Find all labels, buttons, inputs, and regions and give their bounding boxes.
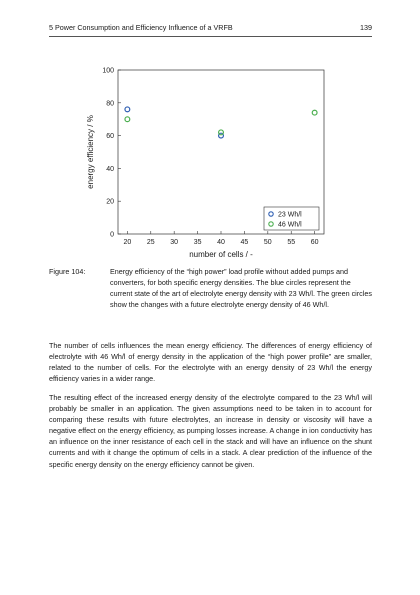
x-tick-label: 45 [241, 239, 249, 246]
x-tick-label: 60 [311, 239, 319, 246]
legend-marker-23-wh-l [268, 211, 274, 217]
x-tick-label: 20 [123, 239, 131, 246]
x-tick-label: 40 [217, 239, 225, 246]
chart-svg: 20 25 30 35 40 45 50 55 60 0 20 40 60 80 100 number o… [86, 68, 325, 259]
y-tick-label: 80 [106, 100, 114, 107]
data-point-series-2 [311, 109, 318, 116]
page-header: 5 Power Consumption and Efficiency Influ… [49, 23, 372, 35]
x-tick-label: 25 [147, 239, 155, 246]
x-tick-label: 55 [287, 239, 295, 246]
y-tick-label: 100 [102, 68, 114, 75]
body-paragraph-1: The number of cells influences the mean … [49, 341, 372, 384]
energy-efficiency-chart: 20 25 30 35 40 45 50 55 60 0 20 40 60 80 100 number o… [82, 62, 342, 262]
x-tick-label: 30 [170, 239, 178, 246]
legend-marker-46-wh-l [268, 221, 274, 227]
data-point-series-2 [124, 116, 131, 123]
data-point-series-1 [218, 132, 225, 139]
y-tick-label: 60 [106, 133, 114, 140]
data-point-series-1 [124, 106, 131, 113]
chart-legend: 23 Wh/l 46 Wh/l [263, 206, 320, 231]
y-tick-label: 0 [110, 232, 114, 239]
y-tick-label: 40 [106, 166, 114, 173]
y-axis-ticks: 0 20 40 60 80 100 [102, 68, 121, 239]
page-number: 139 [360, 23, 372, 32]
x-tick-label: 35 [194, 239, 202, 246]
figure-caption-text: Energy efficiency of the “high power” lo… [110, 267, 372, 309]
x-axis-label: number of cells / - [189, 250, 253, 259]
legend-box [263, 206, 320, 231]
body-paragraph-2: The resulting effect of the increased en… [49, 393, 372, 469]
y-tick-label: 20 [106, 199, 114, 206]
data-points [124, 106, 318, 139]
legend-label-46-wh-l: 46 Wh/l [278, 222, 302, 229]
x-tick-label: 50 [264, 239, 272, 246]
running-title: 5 Power Consumption and Efficiency Influ… [49, 23, 233, 32]
figure-label: Figure 104: [49, 267, 86, 276]
figure-caption: Figure 104: Energy efficiency of the “hi… [49, 267, 372, 311]
y-axis-label: energy efficiency / % [86, 115, 95, 189]
legend-label-23-wh-l: 23 Wh/l [278, 212, 302, 219]
data-point-series-2 [218, 129, 225, 136]
header-rule [49, 36, 372, 37]
x-axis-ticks: 20 25 30 35 40 45 50 55 60 [123, 231, 319, 246]
